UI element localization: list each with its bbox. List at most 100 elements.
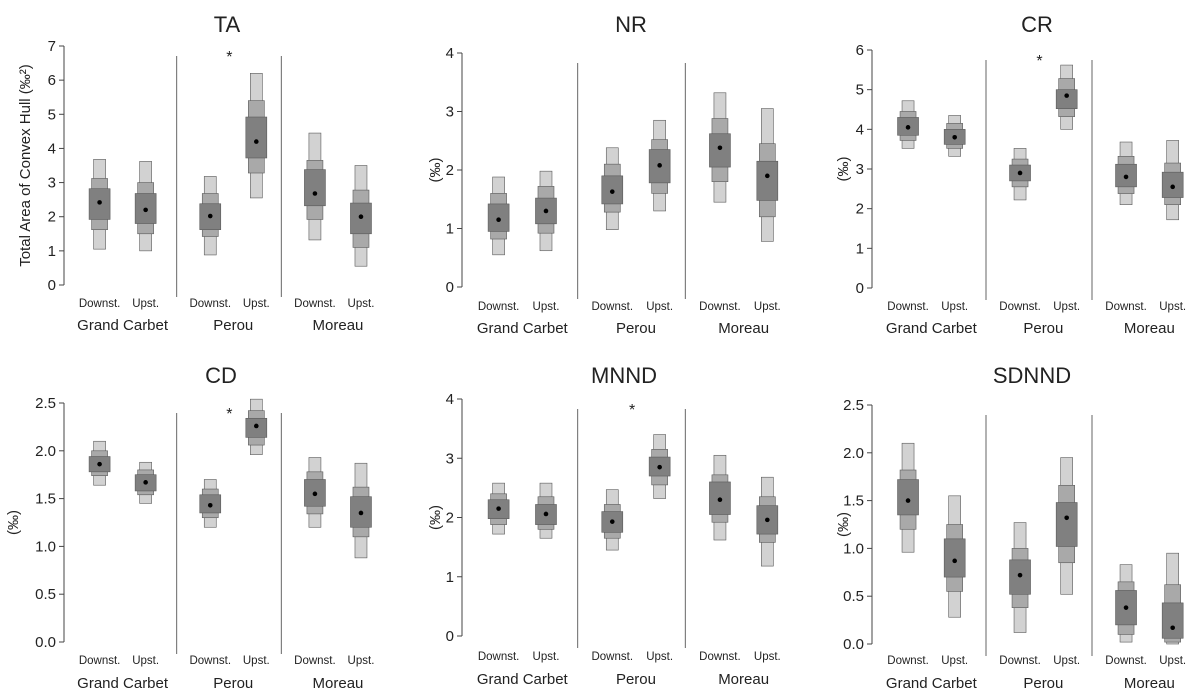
group-label: Perou xyxy=(1023,320,1063,337)
panel-title: TA xyxy=(214,12,241,37)
mean-point xyxy=(143,480,148,485)
box-2 xyxy=(943,115,966,157)
x-tick-label: Upst. xyxy=(348,298,375,310)
y-axis-label: (‰) xyxy=(835,157,852,182)
mean-point xyxy=(905,125,911,130)
x-tick-label: Downst. xyxy=(1105,655,1147,667)
box-1 xyxy=(897,100,919,149)
y-tick-label: 4 xyxy=(446,391,454,408)
y-tick-label: 6 xyxy=(856,42,864,59)
x-tick-label: Upst. xyxy=(754,651,781,663)
box-2 xyxy=(943,495,966,618)
y-tick-label: 0 xyxy=(446,279,454,296)
group-label: Grand Carbet xyxy=(77,317,169,334)
significance-marker: * xyxy=(629,402,635,419)
box-1 xyxy=(487,482,510,535)
box-6 xyxy=(1161,552,1184,645)
box-4 xyxy=(245,73,268,199)
group-label: Perou xyxy=(616,671,656,688)
y-tick-label: 1 xyxy=(856,240,864,257)
y-tick-label: 2.0 xyxy=(843,445,864,462)
group-label: Grand Carbet xyxy=(477,320,569,337)
mean-point xyxy=(952,558,957,564)
y-tick-label: 1.0 xyxy=(35,538,56,555)
y-axis-label: Total Area of Convex Hull (‰²) xyxy=(17,64,34,267)
box-6 xyxy=(756,476,779,567)
box-2 xyxy=(535,482,557,539)
x-tick-label: Upst. xyxy=(941,301,968,313)
ci50-band xyxy=(897,479,919,516)
mean-point xyxy=(97,200,102,205)
ci50-band xyxy=(756,160,779,201)
box-5 xyxy=(1115,564,1137,643)
x-tick-label: Upst. xyxy=(243,298,270,310)
y-tick-label: 2.5 xyxy=(843,397,864,414)
group-label: Moreau xyxy=(313,675,364,692)
y-tick-label: 0 xyxy=(446,628,454,645)
y-tick-label: 2.0 xyxy=(35,443,56,460)
ci50-band xyxy=(1055,502,1078,547)
mean-point xyxy=(496,217,501,223)
y-tick-label: 3 xyxy=(446,450,454,467)
mean-point xyxy=(97,461,102,467)
mean-point xyxy=(1170,625,1175,631)
mean-point xyxy=(143,207,148,213)
mean-point xyxy=(1064,515,1069,521)
y-tick-label: 6 xyxy=(48,72,56,89)
y-tick-label: 1.5 xyxy=(35,491,56,508)
ci50-band xyxy=(1161,602,1184,639)
box-4 xyxy=(648,434,671,499)
significance-marker: * xyxy=(226,406,232,423)
y-tick-label: 1 xyxy=(48,243,56,260)
box-1 xyxy=(487,176,510,256)
x-tick-label: Downst. xyxy=(478,651,520,663)
y-axis-label: (‰) xyxy=(5,510,22,535)
mean-point xyxy=(1123,174,1129,180)
y-tick-label: 1.5 xyxy=(843,493,864,510)
group-label: Moreau xyxy=(718,671,769,688)
panel-title: MNND xyxy=(591,363,657,388)
x-tick-label: Upst. xyxy=(132,298,159,310)
y-tick-label: 0.0 xyxy=(35,634,56,651)
box-4 xyxy=(1055,457,1078,595)
box-2 xyxy=(134,161,157,252)
mean-point xyxy=(657,464,662,470)
box-6 xyxy=(1161,140,1184,221)
mean-point xyxy=(207,502,213,508)
mean-point xyxy=(1017,572,1023,578)
box-6 xyxy=(350,462,372,559)
mean-point xyxy=(765,173,770,179)
ci50-band xyxy=(304,169,326,207)
y-tick-label: 4 xyxy=(446,45,454,62)
group-label: Perou xyxy=(213,317,253,334)
x-tick-label: Downst. xyxy=(699,651,741,663)
y-tick-label: 0 xyxy=(856,280,864,297)
mean-point xyxy=(609,519,615,524)
y-tick-label: 0 xyxy=(48,277,56,294)
mean-point xyxy=(254,139,259,144)
x-tick-label: Downst. xyxy=(189,298,231,310)
x-tick-label: Upst. xyxy=(1159,655,1186,667)
y-tick-label: 5 xyxy=(856,82,864,99)
panel-title: CD xyxy=(205,363,237,388)
x-tick-label: Upst. xyxy=(1159,301,1186,313)
y-tick-label: 4 xyxy=(48,140,56,157)
y-tick-label: 2 xyxy=(856,201,864,218)
mean-point xyxy=(312,491,318,497)
group-label: Moreau xyxy=(313,317,364,334)
mean-point xyxy=(657,163,662,168)
y-tick-label: 4 xyxy=(856,121,864,138)
y-tick-label: 2 xyxy=(446,510,454,527)
box-5 xyxy=(304,132,326,241)
y-tick-label: 5 xyxy=(48,106,56,123)
x-tick-label: Upst. xyxy=(754,301,781,313)
box-4 xyxy=(245,398,268,455)
box-3 xyxy=(601,489,624,551)
significance-marker: * xyxy=(226,49,232,66)
group-label: Grand Carbet xyxy=(77,675,169,692)
y-tick-label: 0.0 xyxy=(843,636,864,653)
x-tick-label: Downst. xyxy=(999,655,1041,667)
mean-point xyxy=(207,213,213,219)
box-5 xyxy=(709,454,731,541)
box-4 xyxy=(648,119,671,212)
